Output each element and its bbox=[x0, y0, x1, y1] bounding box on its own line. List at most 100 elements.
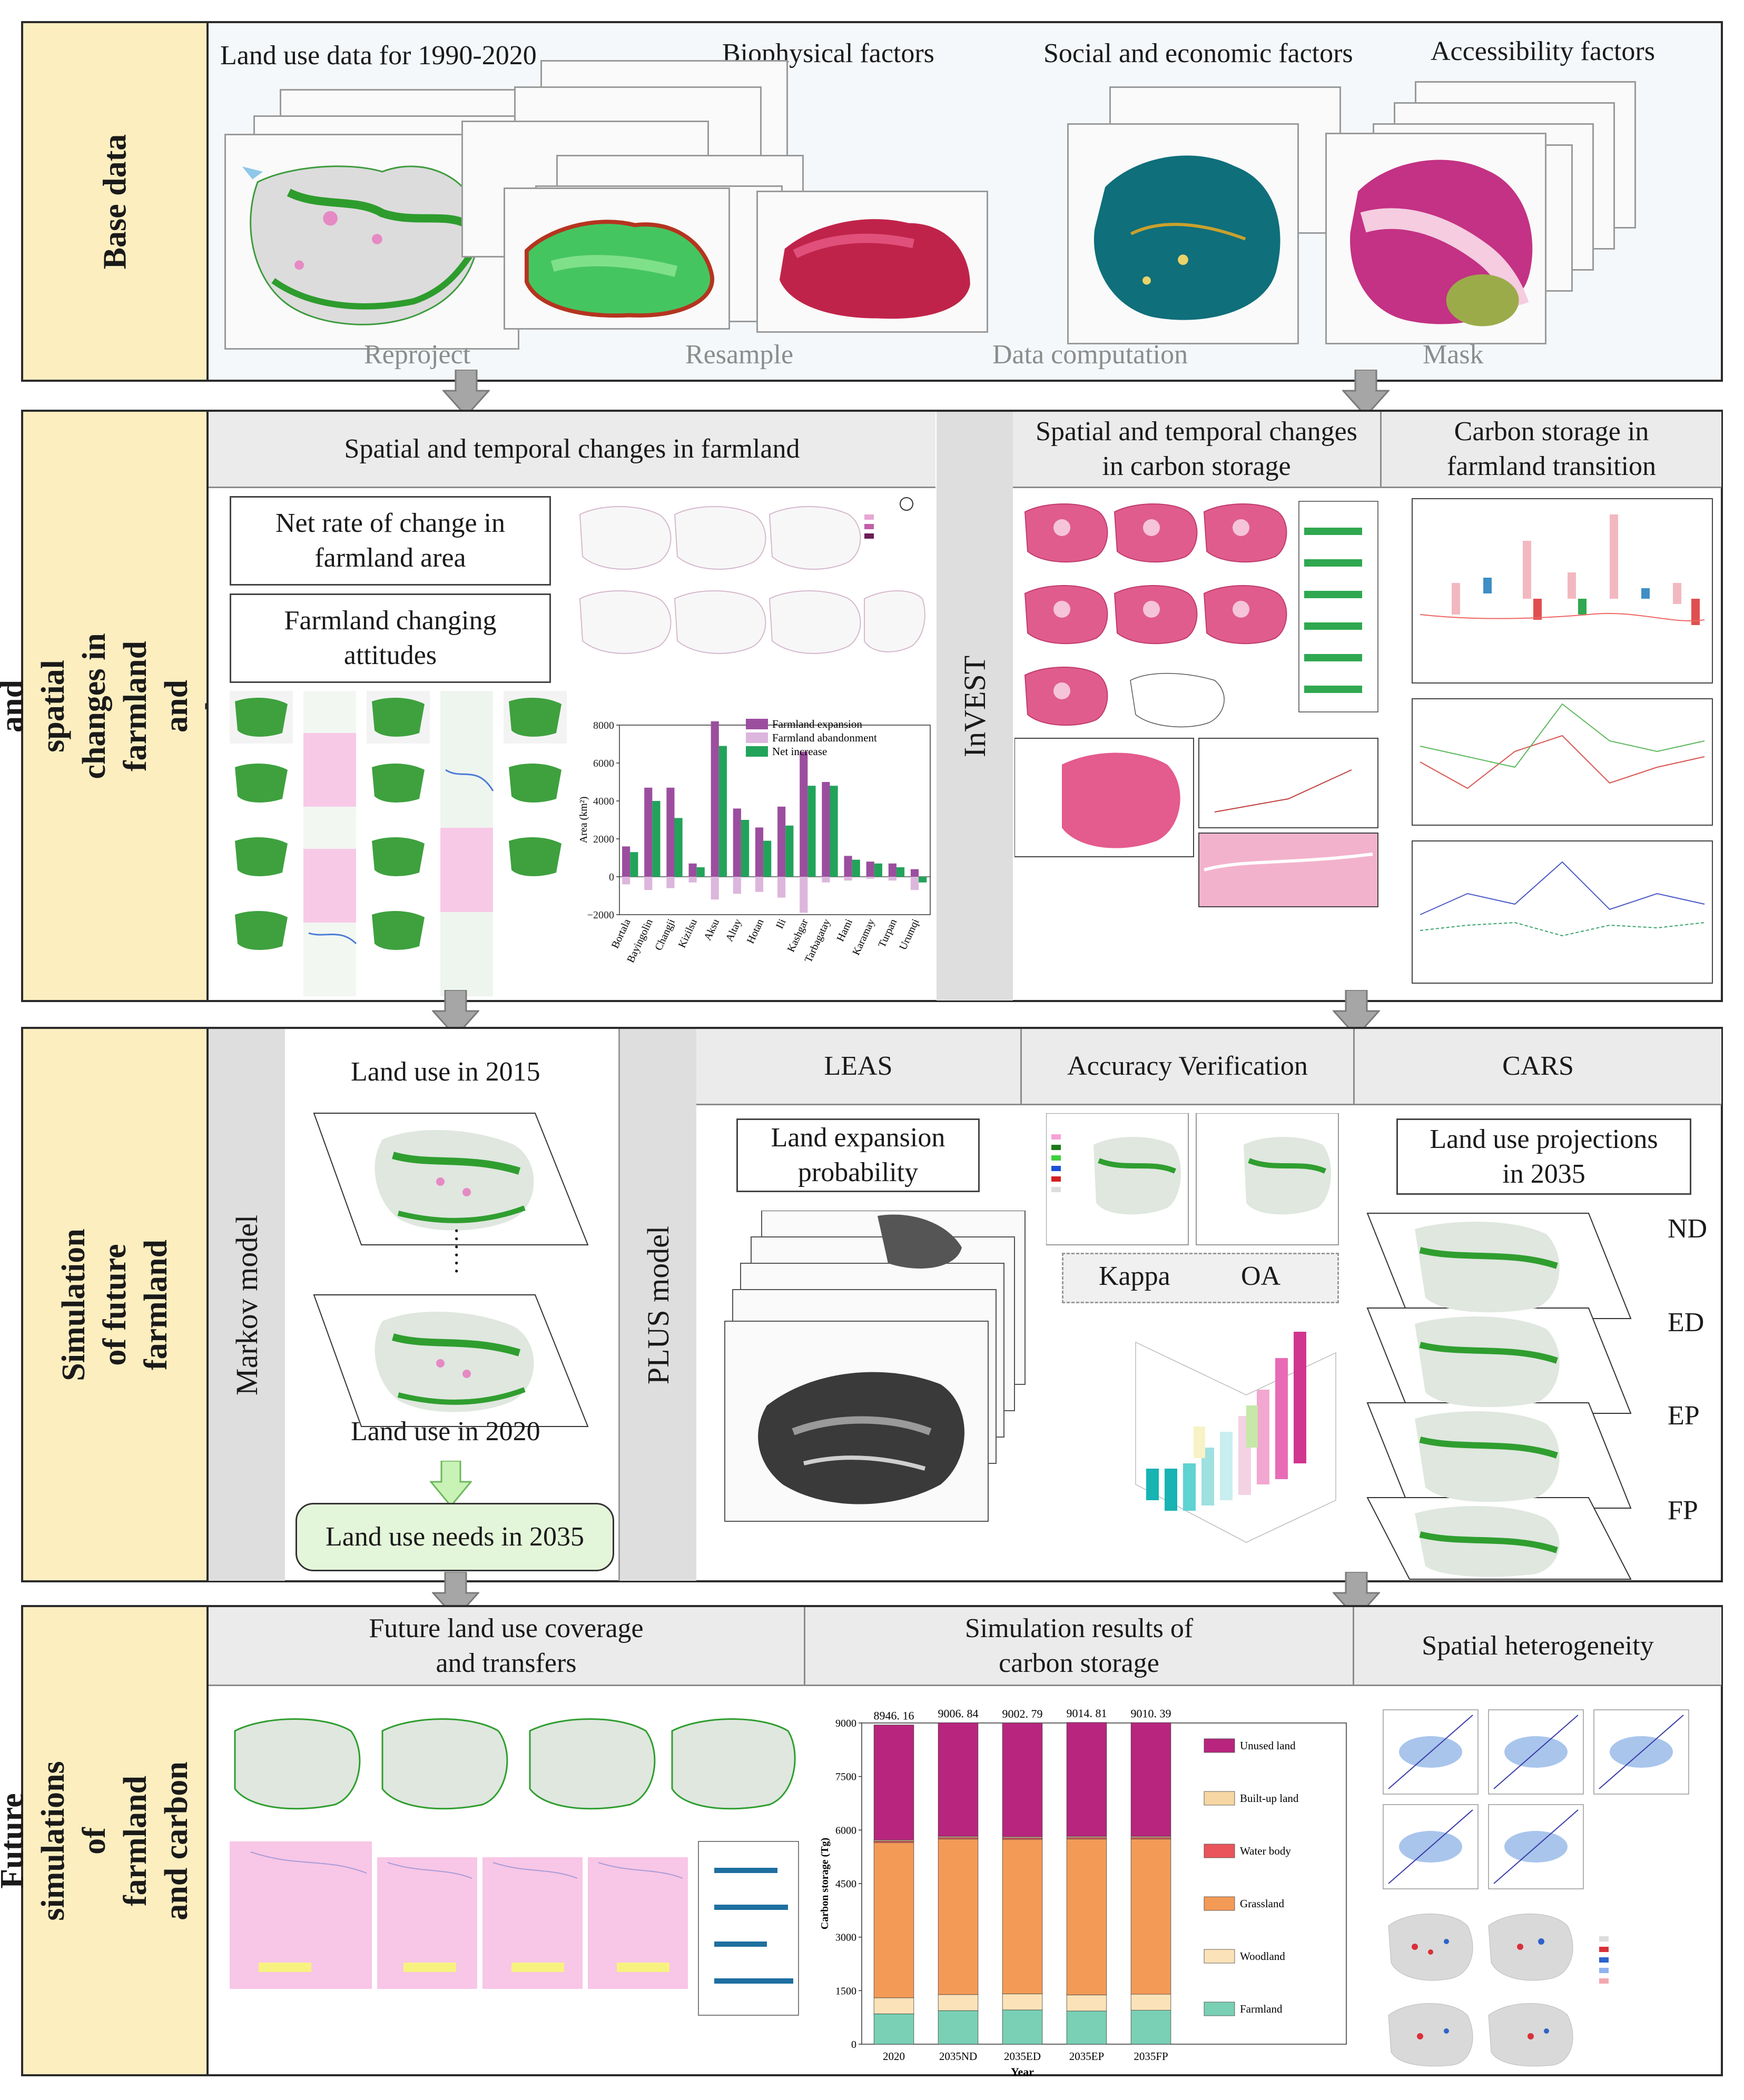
carbon-storage-maps bbox=[1014, 501, 1378, 907]
legend-swatch bbox=[1204, 1791, 1235, 1806]
cars-title: CARS bbox=[1355, 1029, 1721, 1105]
bar-farmland-expansion bbox=[866, 861, 874, 877]
scenario-ep: EP bbox=[1668, 1401, 1700, 1431]
bar-farmland-abandonment bbox=[777, 877, 786, 898]
leas-probability-maps bbox=[724, 1211, 1026, 1522]
y-tick-label: 6000 bbox=[835, 1825, 856, 1836]
stacked-segment bbox=[1066, 1837, 1107, 1839]
bar-net-increase bbox=[674, 818, 683, 877]
legend-swatch bbox=[1204, 1896, 1235, 1911]
bar-net-increase bbox=[785, 825, 794, 877]
bar-farmland-abandonment bbox=[711, 877, 719, 900]
biophysical-map-red bbox=[780, 219, 970, 319]
legend-label: Farmland abandonment bbox=[772, 731, 877, 744]
y-tick-label: 0 bbox=[609, 871, 614, 883]
simulation-title: Simulation results of carbon storage bbox=[804, 1607, 1354, 1686]
stacked-segment bbox=[938, 2010, 979, 2045]
x-tick-label: Turpan bbox=[876, 917, 899, 949]
divider bbox=[618, 1029, 620, 1581]
x-tick-label: 2020 bbox=[883, 2050, 905, 2063]
legend-swatch bbox=[1204, 1844, 1235, 1858]
attitudes-box: Farmland changing attitudes bbox=[230, 593, 551, 683]
carbon-transition-charts bbox=[1412, 498, 1713, 984]
bar-farmland-expansion bbox=[910, 869, 919, 877]
y-tick-label: 8000 bbox=[593, 720, 614, 731]
land-use-2015-label: Land use in 2015 bbox=[351, 1057, 540, 1087]
bar-net-increase bbox=[896, 867, 905, 877]
y-tick-label: 9000 bbox=[835, 1718, 856, 1729]
land-use-map bbox=[242, 165, 480, 325]
kappa-label: Kappa bbox=[1099, 1261, 1170, 1291]
scenario-maps bbox=[1366, 1213, 1632, 1580]
legend-swatch bbox=[746, 746, 768, 757]
accuracy-title: Accuracy Verification bbox=[1020, 1029, 1355, 1105]
bar-farmland-expansion bbox=[800, 751, 808, 877]
bar-farmland-expansion bbox=[755, 827, 764, 877]
y-tick-label: 4000 bbox=[593, 796, 614, 807]
flow-arrow-icon bbox=[1333, 990, 1380, 1037]
accessibility-map-card bbox=[1325, 133, 1546, 344]
legend-label: Grassland bbox=[1240, 1897, 1284, 1910]
op-resample: Resample bbox=[685, 340, 794, 370]
ellipsis-dots: ······ bbox=[443, 1226, 470, 1275]
bar-farmland-abandonment bbox=[910, 877, 919, 890]
row-label-simulation: Simulation of future farmland bbox=[21, 1027, 209, 1582]
row-label-future-simulations: Future simulations of farmland and carbo… bbox=[0, 1605, 235, 2076]
stacked-segment bbox=[1002, 1839, 1043, 1994]
bar-farmland-abandonment bbox=[666, 877, 675, 888]
bar-farmland-abandonment bbox=[644, 877, 653, 890]
y-tick-label: 3000 bbox=[835, 1932, 856, 1944]
total-label: 9014. 81 bbox=[1067, 1707, 1107, 1720]
bar-net-increase bbox=[718, 746, 727, 877]
y-tick-label: 4500 bbox=[835, 1878, 856, 1890]
stacked-segment bbox=[873, 1725, 914, 1840]
x-tick-label: 2035ND bbox=[939, 2050, 977, 2063]
stacked-segment bbox=[1066, 1995, 1107, 2012]
op-reproject: Reproject bbox=[364, 340, 471, 370]
stacked-segment bbox=[938, 1994, 979, 2011]
carbon-changes-title: Spatial and temporal changes in carbon s… bbox=[1013, 412, 1382, 488]
legend-label: Built-up land bbox=[1240, 1792, 1299, 1805]
plot-frame bbox=[619, 725, 931, 915]
bar-farmland-abandonment bbox=[688, 877, 697, 883]
bar-farmland-expansion bbox=[644, 787, 653, 877]
bar-farmland-abandonment bbox=[822, 877, 830, 883]
oa-label: OA bbox=[1241, 1261, 1281, 1291]
x-tick-label: Ili bbox=[774, 917, 789, 930]
bar-net-increase bbox=[630, 852, 638, 877]
base-data-panel: Land use data for 1990-2020 Biophysical … bbox=[206, 21, 1723, 382]
stacked-segment bbox=[938, 1722, 979, 1837]
bar-net-increase bbox=[807, 786, 816, 877]
flow-arrow-icon bbox=[442, 370, 490, 417]
down-arrow-icon bbox=[430, 1461, 472, 1508]
total-label: 9010. 39 bbox=[1131, 1707, 1171, 1720]
biophysical-map-green bbox=[524, 220, 714, 318]
flow-arrow-icon bbox=[1342, 370, 1390, 417]
bar-farmland-expansion bbox=[888, 863, 896, 877]
header-land-use: Land use data for 1990-2020 bbox=[220, 41, 537, 71]
legend-swatch bbox=[1204, 1949, 1235, 1964]
bar-net-increase bbox=[741, 820, 750, 877]
x-tick-label: Changji bbox=[653, 917, 677, 952]
legend-swatch bbox=[1204, 1738, 1235, 1753]
bar-farmland-abandonment bbox=[866, 877, 874, 879]
row-label-temporal-spatial: Temporal and spatial changes in farmland… bbox=[0, 410, 277, 1002]
stacked-segment bbox=[1002, 1722, 1043, 1837]
bar-farmland-expansion bbox=[733, 808, 741, 877]
bar-net-increase bbox=[919, 877, 927, 883]
y-tick-label: 7500 bbox=[835, 1771, 856, 1783]
y-tick-label: 2000 bbox=[593, 834, 614, 845]
x-tick-label: 2035ED bbox=[1004, 2050, 1041, 2063]
y-axis-title: Carbon storage (Tg) bbox=[819, 1838, 831, 1929]
y-tick-label: 1500 bbox=[835, 1985, 856, 1997]
simulation-panel: Markov model Land use in 2015 ······ Lan… bbox=[206, 1027, 1723, 1582]
stacked-segment bbox=[938, 1838, 979, 1995]
bar-net-increase bbox=[652, 801, 661, 877]
op-mask: Mask bbox=[1423, 340, 1484, 370]
temporal-spatial-panel: Spatial and temporal changes in farmland… bbox=[206, 410, 1723, 1002]
bar-net-increase bbox=[852, 859, 860, 877]
farmland-change-maps bbox=[579, 497, 925, 654]
future-simulations-panel: Future land use coverage and transfers S… bbox=[206, 1605, 1723, 2078]
x-tick-label: Altay bbox=[724, 917, 744, 944]
stacked-segment bbox=[1130, 1994, 1171, 2011]
